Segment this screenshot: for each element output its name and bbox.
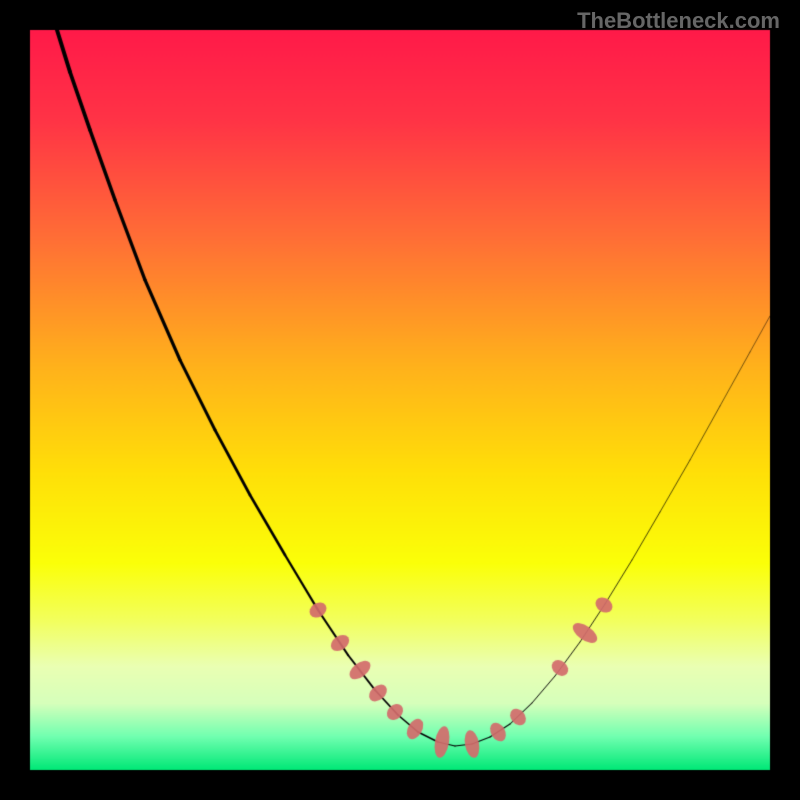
watermark-text: TheBottleneck.com [577,8,780,34]
bottleneck-curve-chart [0,0,800,800]
chart-container: TheBottleneck.com [0,0,800,800]
